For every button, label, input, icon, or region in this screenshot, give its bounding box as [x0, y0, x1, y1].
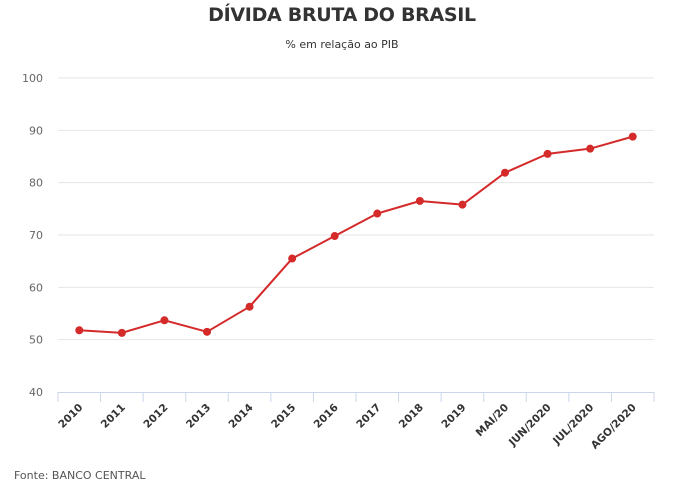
y-axis: 40 50 60 70 80 90 100: [22, 72, 43, 399]
chart-subtitle: % em relação ao PIB: [285, 38, 399, 51]
data-point[interactable]: [628, 132, 637, 141]
data-point[interactable]: [203, 327, 211, 336]
gridlines: [58, 77, 654, 341]
data-point[interactable]: [330, 232, 339, 241]
data-point[interactable]: [415, 196, 424, 205]
x-tick-label: 2012: [141, 402, 170, 431]
x-tick-label: 2014: [227, 402, 256, 431]
y-tick-label: 40: [29, 386, 43, 399]
data-point[interactable]: [458, 200, 467, 209]
data-point[interactable]: [288, 254, 297, 263]
data-point[interactable]: [543, 149, 552, 158]
data-point[interactable]: [245, 302, 254, 311]
y-tick-label: 90: [29, 124, 43, 137]
data-point[interactable]: [160, 316, 169, 325]
x-tick-label: 2019: [439, 402, 468, 431]
y-tick-label: 100: [22, 72, 43, 85]
y-tick-label: 50: [29, 334, 43, 347]
data-point[interactable]: [586, 144, 595, 153]
x-tick-label: AGO/2020: [589, 402, 639, 452]
data-point[interactable]: [75, 326, 84, 335]
x-tick-label: 2010: [56, 402, 85, 431]
data-point[interactable]: [501, 168, 509, 177]
data-point[interactable]: [373, 209, 382, 218]
y-tick-label: 70: [29, 229, 43, 242]
x-tick-label: JUN/2020: [506, 402, 554, 450]
x-tick-label: JUL/2020: [550, 402, 596, 448]
series-path: [79, 135, 633, 334]
line-chart: 40 50 60 70 80 90 100 2010 2011 2012 2013 2014 2015…: [22, 72, 655, 452]
data-point[interactable]: [117, 328, 126, 337]
x-tick-label: 2017: [354, 402, 383, 431]
x-tick-label: 2011: [99, 402, 128, 431]
x-tick-label: MAI/20: [474, 402, 511, 439]
x-tick-label: 2015: [269, 402, 298, 431]
series-line: [75, 132, 637, 337]
x-tick-label: 2013: [184, 402, 213, 431]
y-tick-label: 60: [29, 281, 43, 294]
source-footnote: Fonte: BANCO CENTRAL: [14, 469, 146, 482]
x-axis: 2010 2011 2012 2013 2014 2015 2016 2017 2018 2019…: [56, 392, 655, 452]
x-tick-label: 2018: [397, 402, 426, 431]
y-tick-label: 80: [29, 177, 43, 190]
chart-title: DÍVIDA BRUTA DO BRASIL: [208, 4, 476, 26]
x-tick-label: 2016: [312, 402, 341, 431]
